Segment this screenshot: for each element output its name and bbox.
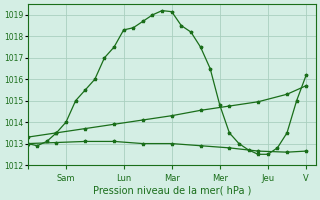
X-axis label: Pression niveau de la mer( hPa ): Pression niveau de la mer( hPa ) xyxy=(92,186,251,196)
